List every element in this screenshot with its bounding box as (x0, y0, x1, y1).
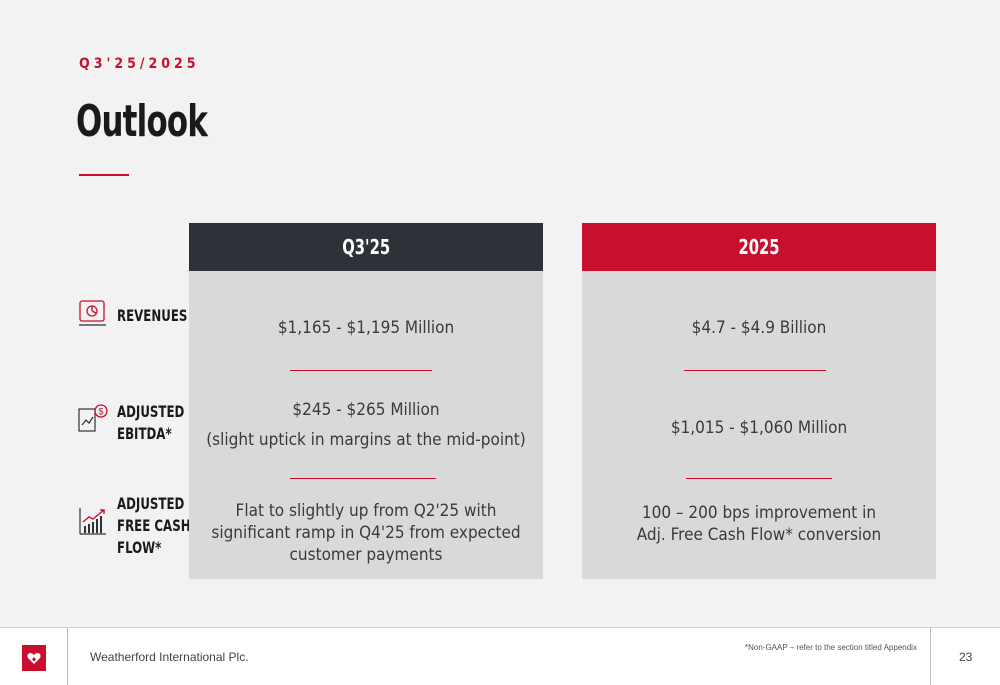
column-header-label: Q3'25 (342, 235, 390, 259)
column-header-2025: 2025 (582, 223, 936, 271)
row-label-revenues: REVENUES (117, 305, 187, 327)
page-footer: Weatherford International Plc. *Non-GAAP… (0, 627, 1000, 685)
row-label-fcf: ADJUSTED FREE CASH FLOW* (117, 493, 191, 559)
section-eyebrow: Q3'25/2025 (79, 56, 200, 72)
q3-ebitda-note: (slight uptick in margins at the mid-poi… (206, 430, 526, 450)
2025-revenues-value: $4.7 - $4.9 Billion (691, 318, 827, 338)
money-chart-icon: $ (78, 404, 108, 432)
column-q3: Q3'25 $1,165 - $1,195 Million $245 - $26… (189, 223, 543, 579)
column-2025: 2025 $4.7 - $4.9 Billion $1,015 - $1,060… (582, 223, 936, 579)
column-header-q3: Q3'25 (189, 223, 543, 271)
bar-growth-arrow-icon (79, 508, 106, 535)
2025-fcf-line-2: Adj. Free Cash Flow* conversion (636, 525, 882, 545)
footer-divider (930, 628, 931, 685)
footnote: *Non-GAAP – refer to the section titled … (745, 643, 917, 652)
column-header-label: 2025 (738, 235, 780, 259)
q3-ebitda-value: $245 - $265 Million (292, 400, 440, 420)
row-label-line: FLOW* (117, 538, 162, 557)
page-number: 23 (959, 650, 973, 664)
2025-ebitda-value: $1,015 - $1,060 Million (670, 418, 848, 438)
row-separator (684, 370, 826, 371)
row-separator (290, 478, 436, 479)
row-label-line: REVENUES (117, 306, 188, 325)
q3-fcf-line-1: Flat to slightly up from Q2'25 with (235, 501, 497, 521)
row-label-ebitda: ADJUSTED EBITDA* (117, 401, 184, 445)
q3-fcf-line-2: significant ramp in Q4'25 from expected (211, 523, 521, 543)
footer-divider (67, 628, 68, 685)
company-name: Weatherford International Plc. (90, 650, 249, 664)
row-label-line: ADJUSTED (117, 494, 185, 513)
row-separator (686, 478, 832, 479)
pie-chart-monitor-icon (79, 300, 106, 326)
row-label-line: EBITDA* (117, 424, 172, 443)
row-label-line: FREE CASH (117, 516, 191, 535)
row-label-line: ADJUSTED (117, 402, 185, 421)
q3-fcf-line-3: customer payments (289, 545, 443, 565)
q3-revenues-value: $1,165 - $1,195 Million (277, 318, 455, 338)
title-underline (79, 174, 129, 176)
page-title: Outlook (76, 96, 208, 147)
2025-fcf-line-1: 100 – 200 bps improvement in (641, 503, 877, 523)
heart-logo-icon (22, 645, 46, 671)
svg-text:$: $ (98, 407, 103, 417)
row-separator (290, 370, 432, 371)
